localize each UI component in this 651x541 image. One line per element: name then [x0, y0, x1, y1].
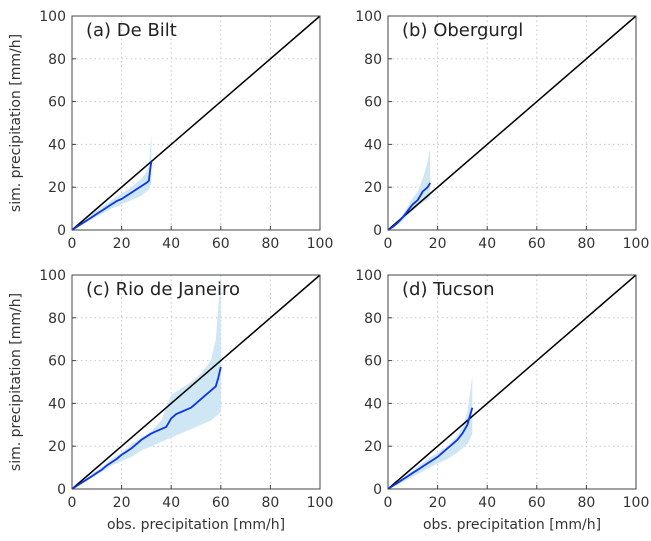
x-tick-label: 80	[261, 236, 279, 252]
uncertainty-band	[72, 133, 152, 230]
x-tick-label: 80	[577, 236, 595, 252]
x-tick-label: 20	[113, 495, 131, 511]
y-tick-label: 80	[364, 311, 382, 327]
y-tick-label: 100	[355, 268, 382, 284]
x-tick-label: 80	[577, 495, 595, 511]
series-line	[387, 407, 474, 490]
panel-b: 0 20 40 60 80 100 0 20 40 60 80 100 (b) Obergurgl	[355, 9, 649, 252]
axes-frame	[387, 15, 637, 231]
y-tick-label: 20	[48, 180, 66, 196]
x-tick-label: 20	[113, 236, 131, 252]
x-tick-label: 0	[384, 236, 393, 252]
y-tick-label: 0	[373, 482, 382, 498]
y-tick-label: 0	[57, 482, 66, 498]
axes-frame	[71, 274, 321, 490]
x-tick-label: 0	[68, 236, 77, 252]
y-tick-label: 100	[39, 9, 66, 25]
uncertainty-band	[388, 375, 473, 489]
y-tick-label: 60	[48, 95, 66, 111]
y-tick-label: 100	[355, 9, 382, 25]
panel-title: (b) Obergurgl	[402, 20, 523, 41]
panel-title: (d) Tucson	[402, 279, 495, 300]
y-tick-label: 20	[48, 439, 66, 455]
x-tick-label: 80	[261, 495, 279, 511]
axes-frame	[71, 15, 321, 231]
x-tick-label: 40	[162, 495, 180, 511]
x-tick-label: 100	[623, 495, 650, 511]
y-tick-label: 20	[364, 439, 382, 455]
series-line	[71, 366, 222, 490]
reference-line	[387, 15, 637, 231]
y-tick-label: 100	[39, 268, 66, 284]
x-axis-label: obs. precipitation [mm/h]	[107, 517, 285, 533]
x-tick-label: 20	[429, 236, 447, 252]
x-tick-label: 100	[307, 495, 334, 511]
axes-frame	[387, 274, 637, 490]
x-tick-label: 40	[478, 495, 496, 511]
series-line	[387, 182, 431, 231]
x-tick-label: 100	[623, 236, 650, 252]
y-tick-label: 40	[48, 137, 66, 153]
y-tick-label: 60	[364, 354, 382, 370]
reference-line	[71, 15, 321, 231]
panel-title: (a) De Bilt	[86, 20, 177, 41]
panel-a: 0 20 40 60 80 100 0 20 40 60 80 100 (a) De Bilt sim. …	[8, 9, 333, 252]
x-tick-label: 20	[429, 495, 447, 511]
y-tick-label: 60	[48, 354, 66, 370]
x-tick-label: 0	[384, 495, 393, 511]
y-tick-label: 20	[364, 180, 382, 196]
panel-d: 0 20 40 60 80 100 0 20 40 60 80 100 (d) Tucson obs. p…	[355, 268, 649, 533]
y-tick-label: 80	[48, 52, 66, 68]
x-tick-label: 100	[307, 236, 334, 252]
uncertainty-band	[388, 148, 431, 230]
x-axis-label: obs. precipitation [mm/h]	[423, 517, 601, 533]
y-tick-label: 0	[57, 223, 66, 239]
x-tick-label: 60	[528, 236, 546, 252]
x-tick-label: 40	[162, 236, 180, 252]
y-tick-label: 40	[364, 137, 382, 153]
y-tick-label: 60	[364, 95, 382, 111]
series-line	[71, 161, 153, 231]
y-axis-label: sim. precipitation [mm/h]	[8, 34, 24, 212]
reference-line	[387, 274, 637, 490]
x-tick-label: 0	[68, 495, 77, 511]
x-tick-label: 60	[212, 495, 230, 511]
panel-c: 0 20 40 60 80 100 0 20 40 60 80 100 (c) Rio de Janei…	[8, 268, 333, 533]
y-tick-label: 40	[364, 396, 382, 412]
y-tick-label: 80	[48, 311, 66, 327]
x-tick-label: 60	[212, 236, 230, 252]
uncertainty-band	[72, 275, 221, 489]
y-tick-label: 0	[373, 223, 382, 239]
x-tick-label: 40	[478, 236, 496, 252]
y-tick-label: 80	[364, 52, 382, 68]
x-tick-label: 60	[528, 495, 546, 511]
y-axis-label: sim. precipitation [mm/h]	[8, 293, 24, 471]
panel-title: (c) Rio de Janeiro	[86, 279, 240, 300]
y-tick-label: 40	[48, 396, 66, 412]
reference-line	[71, 274, 321, 490]
